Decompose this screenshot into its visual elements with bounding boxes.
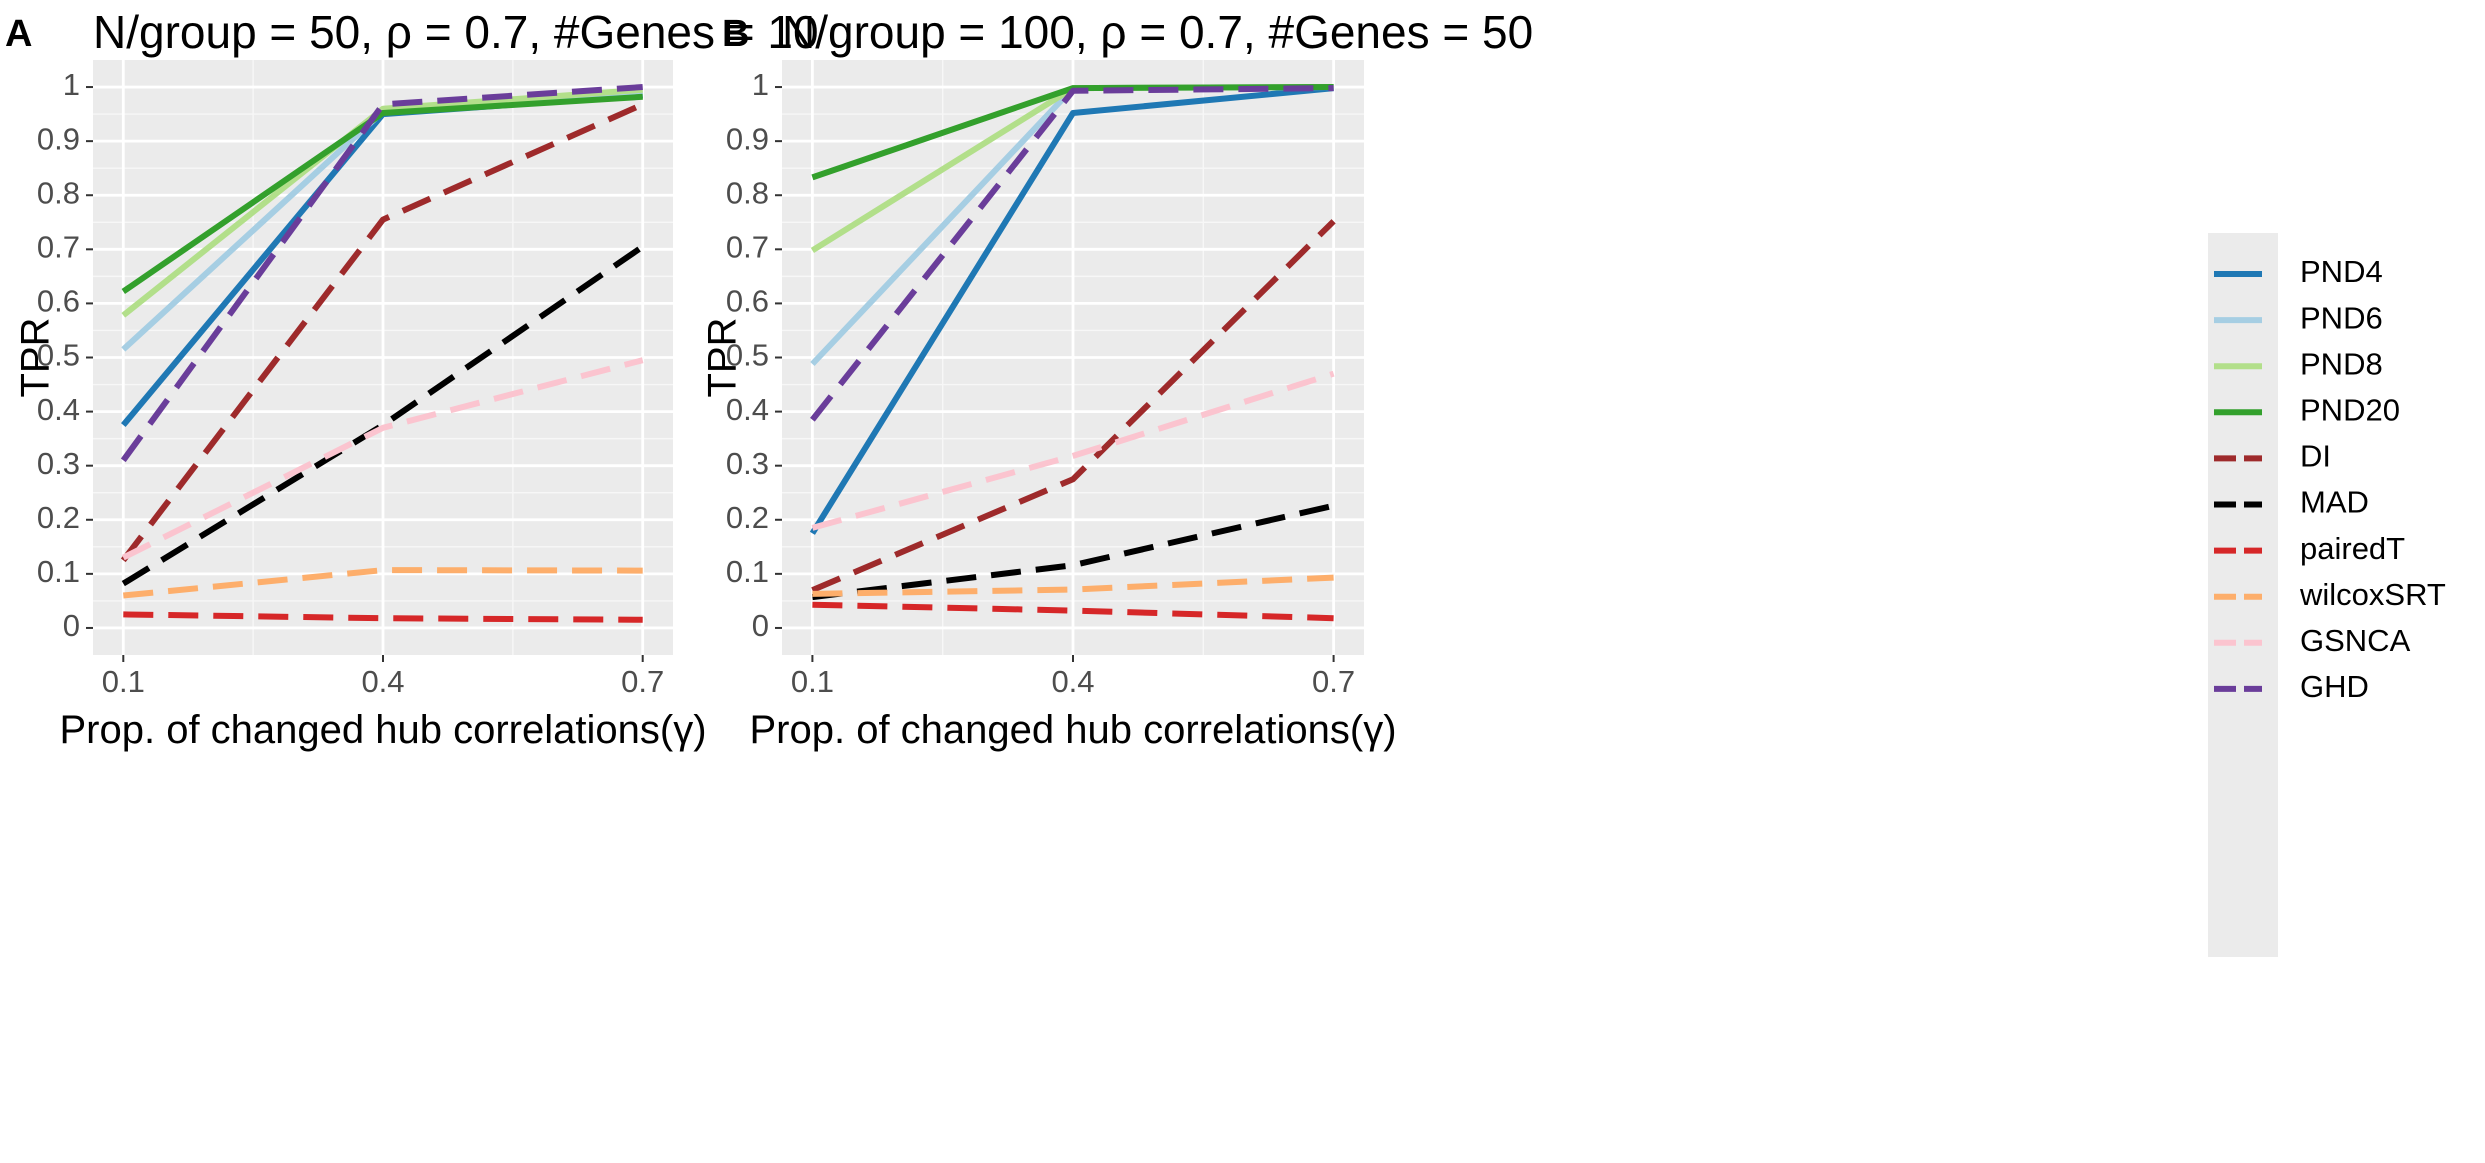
legend-label-pnd6: PND6 bbox=[2300, 300, 2383, 335]
legend-label-wilcoxsrt: wilcoxSRT bbox=[2299, 577, 2446, 612]
legend-label-pairedt: pairedT bbox=[2300, 531, 2405, 566]
legend-items: PND4 PND6 PND8 PND20 DI MAD pairedT wilcoxSRT GS… bbox=[2214, 254, 2446, 704]
legend-label-pnd4: PND4 bbox=[2300, 254, 2383, 289]
panel-a-series-pnd8 bbox=[121, 86, 643, 318]
panel-a-y-tick-label: 0.7 bbox=[37, 230, 80, 265]
panel-a-x-tick-label: 0.7 bbox=[621, 664, 664, 699]
panel-b-y-tick-label: 0.6 bbox=[726, 284, 769, 319]
panel-a-y-tick-label: 0.9 bbox=[37, 121, 80, 156]
panel-b-x-tick-label: 0.4 bbox=[1051, 664, 1094, 699]
panel-b-series-wilcoxsrt bbox=[812, 574, 1334, 597]
panel-b-y-axis-title: TPR bbox=[701, 318, 745, 398]
panel-a-y-tick-label: 0.4 bbox=[37, 392, 80, 427]
panel-b-y-tick-label: 0.2 bbox=[726, 500, 769, 535]
panel-a-y-axis-title: TPR bbox=[14, 318, 58, 398]
panel-b-series-ghd bbox=[810, 85, 1334, 422]
panel-b-x-tick-label: 0.7 bbox=[1312, 664, 1355, 699]
panel-b-title: N/group = 100, ρ = 0.7, #Genes = 50 bbox=[782, 6, 1533, 58]
legend-item-pairedt: pairedT bbox=[2214, 531, 2405, 566]
panel-b-y-tick-label: 0.4 bbox=[726, 392, 769, 427]
panel-a-y-tick-label: 0.2 bbox=[37, 500, 80, 535]
panel-a-series-group bbox=[120, 84, 645, 623]
legend-label-ghd: GHD bbox=[2300, 669, 2369, 704]
panel-b-y-tick-label: 0.5 bbox=[726, 338, 769, 373]
panel-a-series-wilcoxsrt bbox=[123, 567, 643, 599]
panel-a-y-tick-label: 0.3 bbox=[37, 446, 80, 481]
panel-a-y-tick-label: 0 bbox=[63, 608, 80, 643]
legend-item-pnd4: PND4 bbox=[2214, 254, 2383, 289]
panel-b-x-tick-label: 0.1 bbox=[791, 664, 834, 699]
panel-b-y-tick-label: 0.7 bbox=[726, 230, 769, 265]
panel-a-series-gsnca bbox=[121, 357, 644, 561]
panel-b-x-axis-title: Prop. of changed hub correlations(γ) bbox=[749, 708, 1396, 752]
panel-b-y-tick-label: 0.1 bbox=[726, 554, 769, 589]
legend-item-mad: MAD bbox=[2214, 485, 2369, 520]
legend-item-pnd8: PND8 bbox=[2214, 346, 2383, 381]
panel-b-y-tick-label: 0.8 bbox=[726, 175, 769, 210]
panel-a-series-pairedt bbox=[123, 611, 643, 623]
panel-b-series-pnd4 bbox=[809, 85, 1334, 535]
panel-a-x-tick-label: 0.4 bbox=[361, 664, 404, 699]
panels: A N/group = 50, ρ = 0.7, #Genes = 10 0 0.1 0… bbox=[5, 6, 1533, 752]
legend: PND4 PND6 PND8 PND20 DI MAD pairedT wilcoxSRT GS… bbox=[2208, 233, 2446, 957]
legend-item-wilcoxsrt: wilcoxSRT bbox=[2214, 577, 2446, 612]
panel-b-series-pairedt bbox=[812, 601, 1334, 622]
panel-b-series-gsnca bbox=[811, 370, 1335, 531]
panel-a-x-axis-title: Prop. of changed hub correlations(γ) bbox=[59, 708, 706, 752]
legend-label-gsnca: GSNCA bbox=[2300, 623, 2411, 658]
panel-a-title: N/group = 50, ρ = 0.7, #Genes = 10 bbox=[93, 6, 819, 58]
legend-label-pnd8: PND8 bbox=[2300, 346, 2383, 381]
panel-a-y-tick-label: 1 bbox=[63, 67, 80, 102]
panel-b-series-di bbox=[811, 219, 1336, 593]
panel-a: A N/group = 50, ρ = 0.7, #Genes = 10 0 0.1 0… bbox=[5, 6, 819, 752]
panel-a-y-tick-label: 0.6 bbox=[37, 284, 80, 319]
legend-item-ghd: GHD bbox=[2214, 669, 2369, 704]
panel-a-series-pnd20 bbox=[121, 93, 643, 294]
legend-item-pnd20: PND20 bbox=[2214, 392, 2400, 427]
legend-label-di: DI bbox=[2300, 439, 2331, 474]
panel-a-series-di bbox=[120, 101, 644, 563]
legend-item-pnd6: PND6 bbox=[2214, 300, 2383, 335]
panel-a-x-tick-label: 0.1 bbox=[102, 664, 145, 699]
legend-item-di: DI bbox=[2214, 439, 2331, 474]
panel-a-y-tick-label: 0.8 bbox=[37, 175, 80, 210]
panel-b-y-tick-label: 0.9 bbox=[726, 121, 769, 156]
panel-b-letter: B bbox=[722, 13, 749, 55]
panel-a-series-ghd bbox=[120, 84, 643, 463]
panel-b-y-tick-label: 1 bbox=[752, 67, 769, 102]
panel-a-y-tick-label: 0.1 bbox=[37, 554, 80, 589]
legend-label-mad: MAD bbox=[2300, 485, 2369, 520]
panel-b-y-tick-label: 0 bbox=[752, 608, 769, 643]
panel-b-y-tick-label: 0.3 bbox=[726, 446, 769, 481]
panel-a-letter: A bbox=[5, 13, 32, 55]
panel-a-series-mad bbox=[121, 244, 645, 587]
panel-a-y-tick-label: 0.5 bbox=[37, 338, 80, 373]
panel-b: B N/group = 100, ρ = 0.7, #Genes = 50 0 0.1… bbox=[701, 6, 1534, 752]
panel-b-series-group bbox=[809, 84, 1336, 622]
legend-item-gsnca: GSNCA bbox=[2214, 623, 2411, 658]
legend-label-pnd20: PND20 bbox=[2300, 392, 2400, 427]
